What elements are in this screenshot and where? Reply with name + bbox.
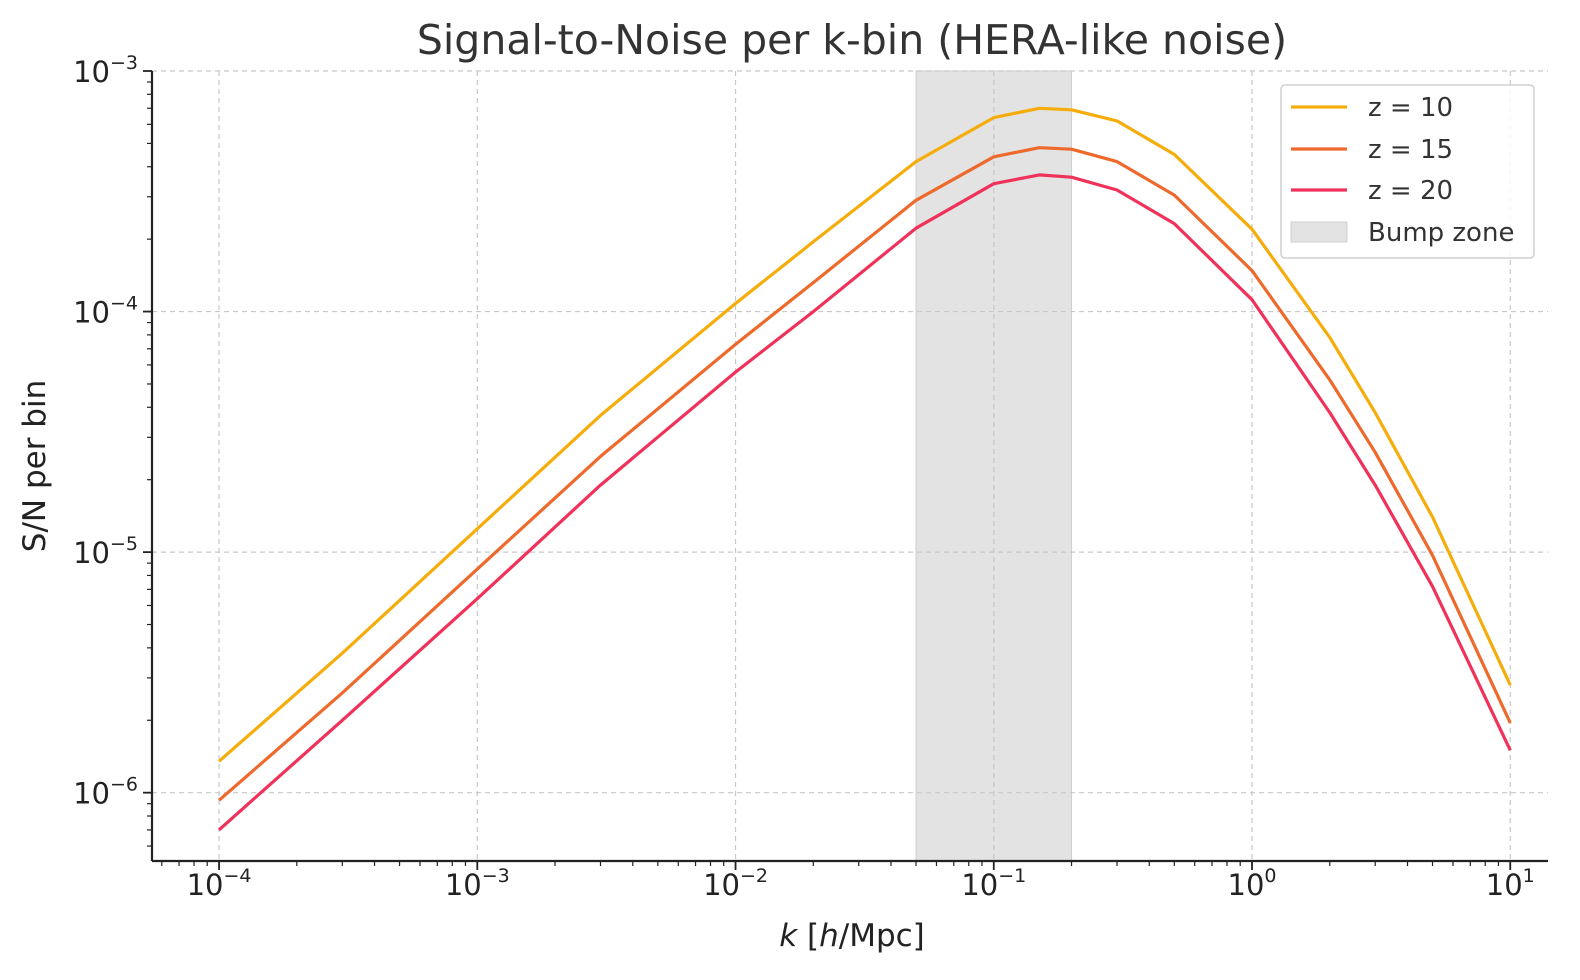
x-tick-label-exponent: −3 <box>482 865 510 887</box>
legend-label-3: z = 20 <box>1368 176 1453 206</box>
plot-area <box>152 70 1548 862</box>
x-tick-label-base: 10 <box>703 868 740 902</box>
x-tick-label: 10−1 <box>961 865 1026 902</box>
chart-title: Signal-to-Noise per k-bin (HERA-like noi… <box>417 16 1287 64</box>
x-tick-label-exponent: −4 <box>223 865 251 887</box>
legend-swatch-bump-zone <box>1290 221 1348 243</box>
x-tick-label: 10−3 <box>445 865 510 902</box>
y-tick-label: 10−4 <box>73 293 138 330</box>
x-tick-label-base: 10 <box>187 868 224 902</box>
x-tick-label-exponent: −2 <box>740 865 768 887</box>
y-tick-label: 10−5 <box>73 533 138 570</box>
legend-label-2: z = 15 <box>1368 135 1453 165</box>
y-axis-label: S/N per bin <box>17 380 53 552</box>
series-line-2 <box>217 146 1512 802</box>
x-tick-label-base: 10 <box>961 868 998 902</box>
x-tick-label: 10−2 <box>703 865 768 902</box>
legend-box <box>1280 84 1535 259</box>
y-tick-label: 10−3 <box>73 52 138 89</box>
y-tick-label-base: 10 <box>73 777 110 811</box>
x-tick-label-exponent: 1 <box>1523 865 1535 887</box>
x-tick-label-exponent: 0 <box>1264 865 1276 887</box>
y-tick-label: 10−6 <box>73 774 138 811</box>
x-tick-label: 101 <box>1486 865 1535 902</box>
series-line-1 <box>217 106 1512 763</box>
legend-label-bump-zone: Bump zone <box>1368 218 1514 248</box>
x-tick-label: 100 <box>1228 865 1277 902</box>
y-tick-label-exponent: −5 <box>110 533 138 555</box>
x-axis-label-bracket: [ <box>797 918 819 954</box>
x-axis-label-variable: k <box>779 918 798 954</box>
x-tick-label-base: 10 <box>1486 868 1523 902</box>
x-tick-label-base: 10 <box>1228 868 1265 902</box>
x-tick-label-base: 10 <box>445 868 482 902</box>
legend: z = 10 z = 15 z = 20 Bump zone <box>1280 84 1535 259</box>
y-tick-label-base: 10 <box>73 55 110 89</box>
legend-label-1: z = 10 <box>1368 93 1453 123</box>
y-tick-label-exponent: −4 <box>110 293 138 315</box>
x-axis-label-h: h <box>819 918 839 954</box>
x-axis-label: k [h/Mpc] <box>779 918 925 954</box>
series-line-3 <box>217 173 1512 832</box>
y-tick-label-exponent: −6 <box>110 774 138 796</box>
x-axis-label-unit: /Mpc] <box>839 918 925 954</box>
y-tick-label-base: 10 <box>73 296 110 330</box>
y-tick-label-exponent: −3 <box>110 52 138 74</box>
x-tick-label-exponent: −1 <box>998 865 1026 887</box>
x-tick-label: 10−4 <box>187 865 252 902</box>
y-tick-label-base: 10 <box>73 536 110 570</box>
